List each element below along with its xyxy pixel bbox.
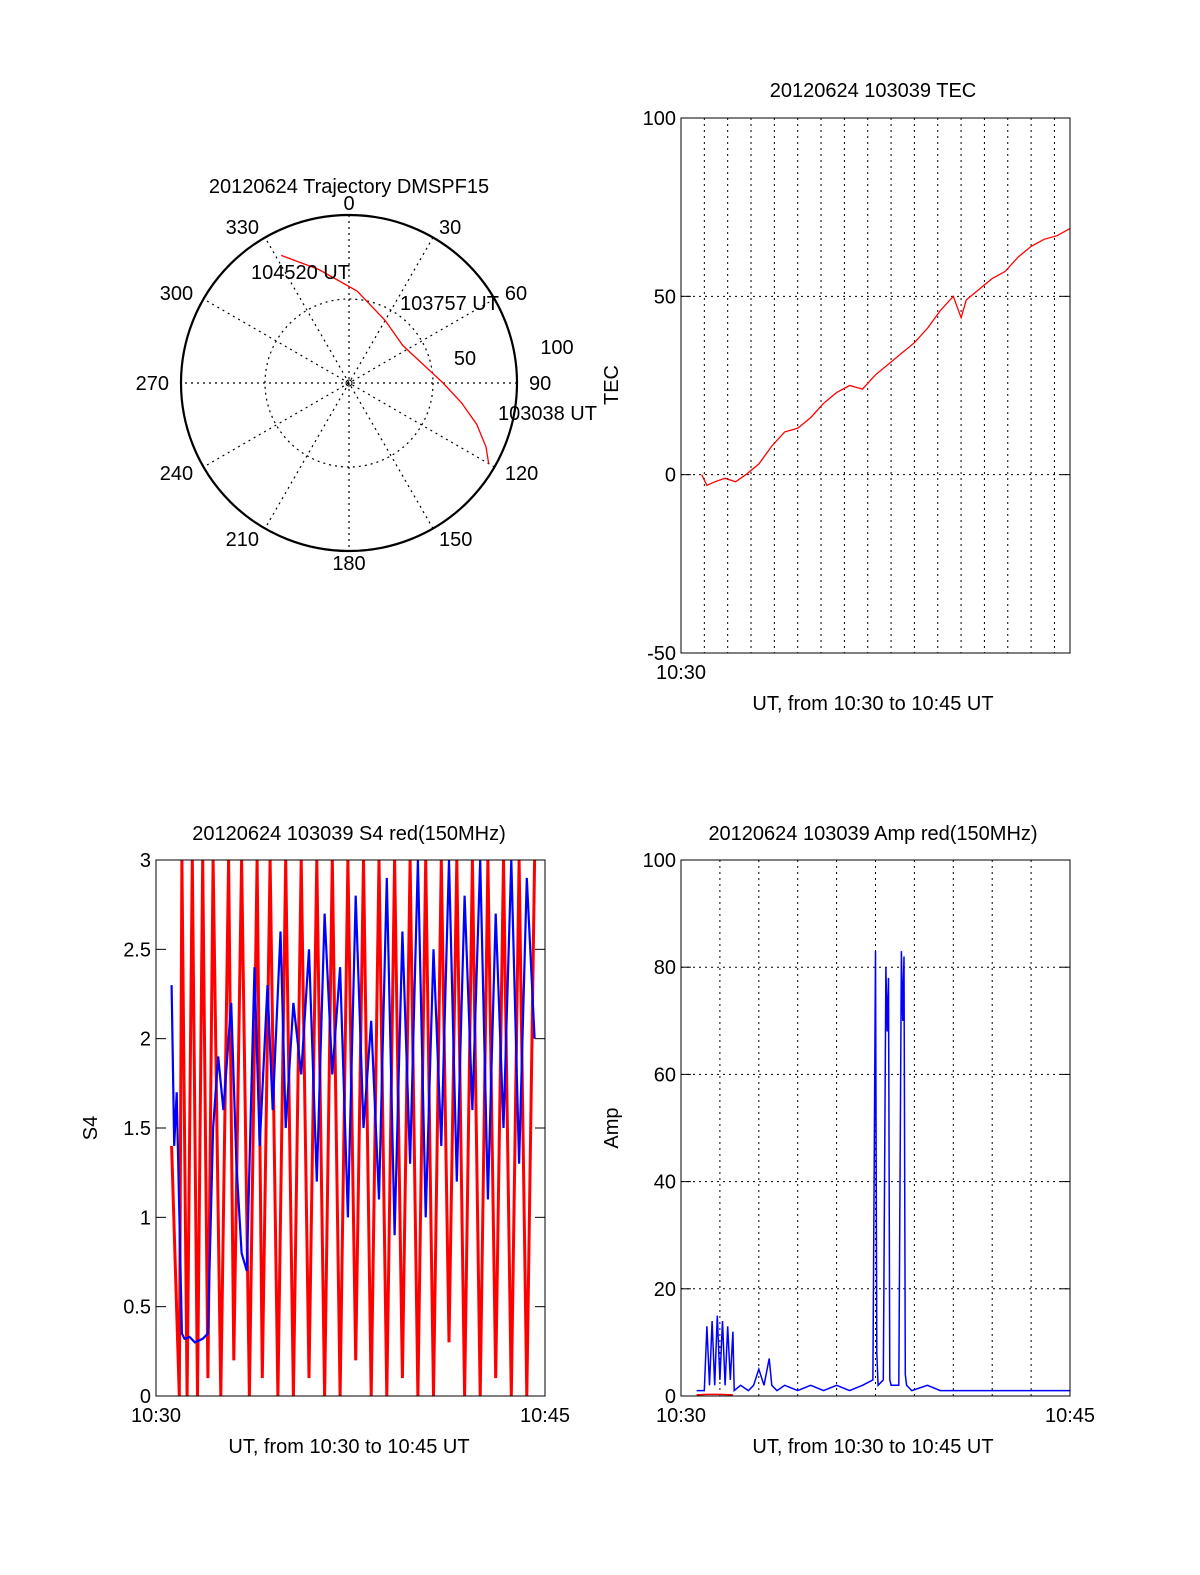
amp-xlabel: UT, from 10:30 to 10:45 UT — [752, 1436, 993, 1458]
s4-xtick-label-1045: 10:45 — [520, 1405, 570, 1427]
s4-xlabel: UT, from 10:30 to 10:45 UT — [228, 1436, 469, 1458]
s4-title: 20120624 103039 S4 red(150MHz) — [192, 823, 506, 845]
amp-red-series-line — [696, 1393, 733, 1396]
tec-title: 20120624 103039 TEC — [770, 80, 976, 102]
amp-y-ticks: 0 20 40 60 80 100 — [643, 850, 1070, 1408]
tec-ytick-label-50: 50 — [654, 286, 676, 308]
angle-label-30: 30 — [439, 217, 461, 239]
track-label-mid: 103757 UT — [400, 293, 499, 315]
amp-ytick-label-60: 60 — [654, 1064, 676, 1086]
amp-ytick-label-40: 40 — [654, 1172, 676, 1194]
angle-label-210: 210 — [226, 529, 259, 551]
tec-ylabel: TEC — [601, 365, 623, 405]
s4-ytick-label-2: 2 — [140, 1029, 151, 1051]
tec-xtick-label-1030: 10:30 — [656, 662, 706, 684]
tec-plot-frame — [680, 117, 1071, 654]
amp-blue-series-line — [696, 951, 1070, 1393]
tec-grid — [681, 118, 1070, 653]
amp-ytick-label-100: 100 — [643, 850, 676, 872]
radial-tick-50: 50 — [454, 348, 476, 370]
tec-ytick-label-0: 0 — [665, 465, 676, 487]
track-label-start: 103038 UT — [498, 403, 597, 425]
amp-ytick-label-20: 20 — [654, 1279, 676, 1301]
amp-panel: 20120624 103039 Amp red(150MHz) 0 20 40 60 8… — [601, 823, 1095, 1458]
angle-label-120: 120 — [505, 463, 538, 485]
amp-ylabel: Amp — [601, 1107, 623, 1148]
angle-label-90: 90 — [529, 373, 551, 395]
amp-xtick-label-1045: 10:45 — [1045, 1405, 1095, 1427]
s4-ytick-label-0.5: 0.5 — [123, 1297, 151, 1319]
amp-xtick-label-1030: 10:30 — [656, 1405, 706, 1427]
amp-plot-frame — [680, 859, 1071, 1397]
angle-label-0: 0 — [343, 193, 354, 215]
trajectory-spoke-150 — [264, 237, 434, 529]
s4-ytick-label-2.5: 2.5 — [123, 939, 151, 961]
s4-ylabel: S4 — [80, 1116, 102, 1140]
tec-ytick-label--50: -50 — [647, 643, 676, 665]
s4-ytick-label-1: 1 — [140, 1207, 151, 1229]
angle-label-300: 300 — [160, 283, 193, 305]
trajectory-outer-ring — [179, 213, 519, 553]
tec-xlabel: UT, from 10:30 to 10:45 UT — [752, 693, 993, 715]
amp-x-ticks: 10:30 10:45 — [656, 1405, 1095, 1427]
s4-ytick-label-3: 3 — [140, 850, 151, 872]
s4-y-ticks: 0 0.5 1 1.5 2 2.5 3 — [123, 850, 545, 1408]
trajectory-angle-labels: 0 30 60 90 120 150 180 210 240 270 300 330 — [136, 193, 552, 575]
amp-grid — [681, 860, 1070, 1396]
s4-x-ticks: 10:30 10:45 — [131, 1405, 570, 1427]
tec-y-ticks: -50 0 50 100 — [643, 108, 1070, 665]
s4-blue-series-line — [170, 859, 536, 1344]
trajectory-panel: 20120624 Trajectory DMSPF15 0 30 60 90 120 15… — [136, 176, 597, 575]
s4-plot-frame — [155, 859, 546, 1397]
angle-label-150: 150 — [439, 529, 472, 551]
amp-ytick-label-0: 0 — [665, 1386, 676, 1408]
trajectory-center-marker — [345, 379, 353, 387]
s4-panel: 20120624 103039 S4 red(150MHz) 0 0.5 1 1.5 2… — [80, 823, 570, 1458]
amp-title: 20120624 103039 Amp red(150MHz) — [708, 823, 1037, 845]
angle-label-330: 330 — [226, 217, 259, 239]
angle-label-270: 270 — [136, 373, 169, 395]
tec-x-ticks: 10:30 — [656, 662, 706, 684]
track-label-end: 104520 UT — [251, 262, 350, 284]
angle-label-240: 240 — [160, 463, 193, 485]
angle-label-180: 180 — [332, 553, 365, 575]
amp-ytick-label-80: 80 — [654, 957, 676, 979]
s4-ytick-label-1.5: 1.5 — [123, 1118, 151, 1140]
s4-red-series-line — [170, 859, 537, 1397]
trajectory-track — [280, 254, 490, 464]
trajectory-spokes — [181, 215, 517, 551]
angle-label-60: 60 — [505, 283, 527, 305]
radial-tick-100: 100 — [540, 337, 573, 359]
s4-xtick-label-1030: 10:30 — [131, 1405, 181, 1427]
trajectory-title: 20120624 Trajectory DMSPF15 — [209, 176, 489, 198]
tec-ytick-label-100: 100 — [643, 108, 676, 130]
tec-series-line — [701, 228, 1071, 487]
s4-ytick-label-0: 0 — [140, 1386, 151, 1408]
